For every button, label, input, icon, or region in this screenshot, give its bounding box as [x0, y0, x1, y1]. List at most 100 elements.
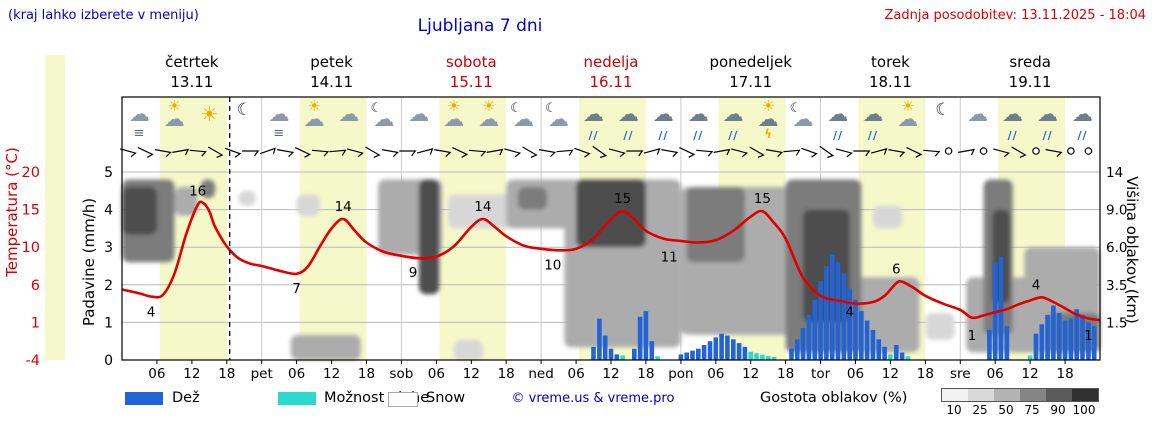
temperature-value: 10: [544, 257, 561, 273]
shower-bars: [620, 351, 1033, 360]
x-tick-label: 06: [987, 366, 1004, 382]
cloud-patch: [238, 190, 256, 206]
rain-bar: [649, 341, 655, 360]
x-tick-label: 12: [183, 366, 200, 382]
wind-barb-icon: [119, 148, 137, 158]
temperature-value: 11: [661, 250, 678, 266]
x-tick-label: 18: [218, 366, 235, 382]
x-axis: 06 12 18 pet 06 12 18 sob 06 12 18 ned 06 12 18 pon 06 12…: [148, 360, 1074, 382]
wind-barb-icon: [259, 147, 277, 155]
wind-barbs: [119, 145, 1093, 159]
day-header-torek: torek 18.11: [820, 52, 960, 93]
wind-barb-icon: [329, 149, 347, 156]
x-tick-label: 18: [637, 366, 654, 382]
temperature-value: 6: [892, 262, 901, 278]
wind-barb-icon: [835, 148, 853, 158]
rain-bar: [690, 350, 695, 360]
menu-hint: (kraj lahko izberete v meniju): [8, 8, 199, 23]
x-tick-label: pet: [251, 366, 273, 382]
rain-bar: [1039, 324, 1045, 360]
density-tick-label: 90: [1050, 403, 1066, 417]
day-header-ponedeljek: ponedeljek 17.11: [681, 52, 821, 93]
temperature-value: 15: [754, 191, 771, 207]
wind-barb-icon: [538, 149, 557, 158]
wind-barb-icon: [137, 147, 154, 158]
day-date: 14.11: [310, 73, 354, 92]
x-tick-label: 18: [777, 366, 794, 382]
rain-bar: [736, 343, 742, 360]
rain-bar: [853, 299, 858, 360]
wind-barb-icon: [574, 147, 591, 158]
density-gradient-bar: [941, 388, 1099, 402]
rain-bar: [696, 348, 701, 360]
x-tick-label: 12: [463, 366, 480, 382]
rain-bar: [876, 339, 882, 360]
rain-bar: [1045, 314, 1050, 360]
height-tick-label: 6.0: [1106, 240, 1127, 256]
day-header-nedelja: nedelja 16.11: [541, 52, 681, 93]
cloud-patch: [873, 205, 903, 229]
rain-bar: [899, 352, 905, 360]
legend-rain-swatch: [125, 392, 163, 405]
x-tick-label: pon: [668, 366, 693, 382]
day-date: 19.11: [1008, 73, 1052, 92]
legend-snow-label: Snow: [426, 390, 466, 406]
x-tick-label: tor: [811, 366, 831, 382]
rain-bar: [894, 345, 899, 360]
temp-axis-ticks: 20 15 10 6 1 -4: [22, 165, 40, 369]
rain-bar: [637, 316, 643, 360]
x-tick-label: 18: [498, 366, 515, 382]
day-date: 13.11: [170, 73, 214, 92]
rain-bar: [789, 348, 794, 360]
shower-bar: [771, 357, 777, 360]
density-tick-label: 25: [972, 403, 988, 417]
wind-barb-icon: [276, 149, 295, 158]
rain-bar: [707, 341, 713, 360]
legend-shower-swatch: [278, 392, 316, 405]
density-cell: [1072, 389, 1098, 401]
legend-rain-label: Dež: [172, 390, 200, 406]
rain-bar: [829, 254, 835, 360]
rain-bar: [713, 337, 719, 360]
rain-bar: [882, 346, 887, 360]
height-tick-label: 1.5: [1106, 315, 1127, 331]
temperature-value: 4: [1032, 277, 1041, 293]
calm-wind-icon: [1084, 147, 1093, 155]
day-header-četrtek: četrtek 13.11: [122, 52, 262, 93]
rain-bar: [591, 346, 596, 360]
wind-barb-icon: [958, 148, 976, 156]
temperature-value: 9: [409, 265, 418, 281]
rain-bar: [812, 299, 818, 360]
rain-bar: [1091, 326, 1097, 360]
rain-bar: [870, 329, 876, 360]
density-cell: [1020, 389, 1046, 401]
wind-barb-icon: [172, 148, 190, 156]
x-tick-label: 18: [1057, 366, 1074, 382]
wind-barb-icon: [679, 147, 696, 158]
density-tick-label: 50: [998, 403, 1014, 417]
rain-bar: [1033, 333, 1039, 360]
copyright-link[interactable]: © vreme.us & vreme.pro: [511, 391, 675, 406]
temperature-value: 1: [968, 328, 977, 344]
rain-bar: [1057, 313, 1062, 360]
wind-barb-icon: [853, 150, 871, 157]
temperature-value: 14: [335, 199, 352, 215]
height-tick-label: 9.0: [1106, 203, 1127, 219]
density-tick-label: 100: [1072, 403, 1096, 417]
cloud-patch: [448, 194, 518, 229]
temp-tick-label: 20: [22, 165, 40, 181]
x-tick-label: 12: [882, 366, 899, 382]
temp-tick-label: 1: [31, 315, 40, 331]
calm-wind-icon: [944, 147, 953, 155]
shower-bar: [888, 354, 893, 360]
rain-bar: [684, 352, 689, 360]
rain-bar: [835, 262, 841, 360]
x-tick-label: ned: [528, 366, 553, 382]
wind-barb-icon: [801, 147, 818, 158]
height-axis-ticks: 14 9.0 6.0 3.5 1.5: [1106, 165, 1127, 331]
cloud-patch: [453, 339, 483, 360]
wind-barb-icon: [504, 148, 522, 158]
wind-barb-icon: [452, 147, 469, 158]
shower-bar: [655, 356, 660, 360]
